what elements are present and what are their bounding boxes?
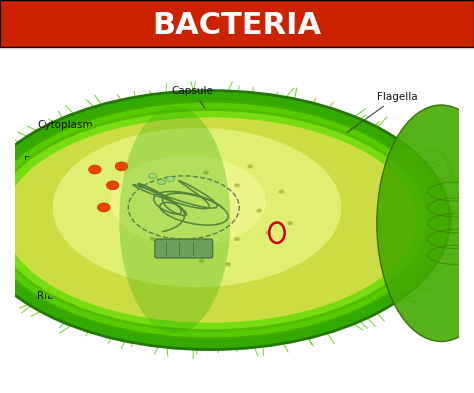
- Text: Mesosome: Mesosome: [33, 246, 155, 263]
- Ellipse shape: [53, 128, 341, 287]
- Ellipse shape: [89, 165, 101, 174]
- Ellipse shape: [0, 90, 450, 350]
- Ellipse shape: [110, 156, 266, 247]
- Ellipse shape: [107, 181, 119, 190]
- Text: BACTERIA: BACTERIA: [153, 11, 321, 40]
- Ellipse shape: [166, 176, 174, 182]
- Text: Capsule: Capsule: [172, 86, 214, 114]
- Ellipse shape: [234, 237, 240, 241]
- Ellipse shape: [98, 203, 110, 212]
- Ellipse shape: [119, 107, 230, 334]
- Ellipse shape: [279, 189, 284, 194]
- FancyBboxPatch shape: [155, 239, 212, 258]
- Ellipse shape: [203, 171, 209, 175]
- Ellipse shape: [150, 237, 155, 241]
- Text: Food
granule: Food granule: [24, 156, 119, 177]
- Ellipse shape: [199, 259, 204, 263]
- Text: Nucleoid: Nucleoid: [28, 209, 132, 219]
- Text: Plasmid: Plasmid: [293, 202, 393, 220]
- Ellipse shape: [0, 110, 428, 331]
- Ellipse shape: [247, 164, 253, 169]
- Ellipse shape: [0, 102, 437, 338]
- Ellipse shape: [256, 209, 262, 213]
- Ellipse shape: [190, 246, 195, 251]
- Ellipse shape: [234, 183, 240, 187]
- Ellipse shape: [287, 221, 293, 225]
- Ellipse shape: [4, 118, 417, 323]
- Ellipse shape: [225, 262, 231, 266]
- Text: Ribosomes: Ribosomes: [37, 265, 164, 301]
- Ellipse shape: [149, 173, 156, 178]
- Text: Cytoplasm: Cytoplasm: [37, 120, 132, 130]
- Ellipse shape: [157, 180, 165, 185]
- Ellipse shape: [115, 162, 128, 171]
- Text: Flagella: Flagella: [346, 92, 417, 133]
- Ellipse shape: [377, 105, 474, 342]
- Ellipse shape: [265, 231, 271, 235]
